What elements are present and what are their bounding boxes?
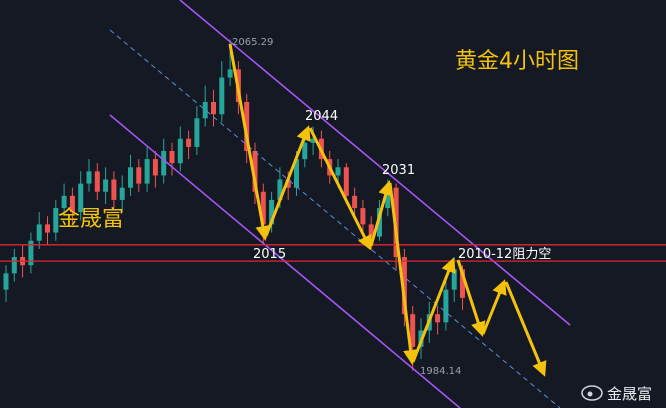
candle-body [3,273,9,290]
candle-body [310,138,316,143]
candle-body [352,195,358,209]
channel-mid [109,29,561,408]
candle-body [219,77,225,115]
candle-body [410,314,416,347]
candle-body [94,171,100,192]
chart-title: 黄金4小时图 [455,49,579,74]
candle-body [260,191,266,225]
watermark: 金晟富 [581,385,652,403]
candle-body [78,183,84,213]
candle-body [103,179,109,192]
pivot-label: 2044 [305,109,338,124]
candle-body [443,289,449,323]
candle-body [152,159,158,176]
resistance-label: 2010-12阻力空 [458,247,551,262]
watermark-icon [587,391,593,397]
candle-body [119,187,125,200]
candle-body [277,179,283,200]
candle-body [294,159,299,188]
candle-body [36,224,42,241]
candle-body [269,199,275,225]
candle-body [360,208,366,225]
candle-body [128,167,133,188]
watermark-text: 金晟富 [607,385,652,403]
pivot-label: 2031 [382,163,415,178]
candles [3,39,465,371]
candle-body [194,118,200,147]
brand: 金晟富 [58,207,124,232]
candle-body [401,257,407,315]
candle-body [227,69,233,78]
candle-body [28,240,34,266]
candle-body [302,142,308,160]
candle-body [377,208,382,237]
arrow [411,257,456,363]
candle-body [144,159,150,184]
candle-body [69,195,75,213]
forecast-arrow [481,279,507,335]
candle-body [244,102,250,151]
candle-body [53,208,59,233]
candle-body [202,102,208,119]
arrow [308,127,372,251]
candle-body [285,179,291,188]
high-label: 2065.29 [232,37,273,48]
candle-body [11,257,17,274]
candle-body [368,224,374,237]
arrow [369,180,393,247]
candle-body [45,224,50,233]
candle-body [161,150,167,176]
candle-body [86,171,92,184]
candle-body [335,167,341,176]
path-arrows [228,43,547,377]
candle-body [177,138,183,164]
candle-body [211,102,216,115]
candle-body [460,269,465,298]
candle-body [169,150,175,164]
candle-body [136,167,142,184]
candle-body [343,167,349,196]
candle-body [451,269,457,290]
pivot-label: 2015 [253,247,286,262]
candle-body [61,195,67,209]
candle-body [435,314,441,323]
candle-body [111,179,117,200]
levels [0,244,666,262]
candle-body [385,187,391,209]
watermark-icon [581,385,603,401]
arrow [228,43,271,241]
forecast-arrow [504,281,547,377]
low-label: 1984.14 [420,366,461,377]
forecast-arrow [456,259,486,337]
arrow [264,125,311,237]
channel-upper [179,0,571,326]
arrow [388,182,418,365]
candle-body [252,150,258,192]
candle-body [186,138,192,147]
